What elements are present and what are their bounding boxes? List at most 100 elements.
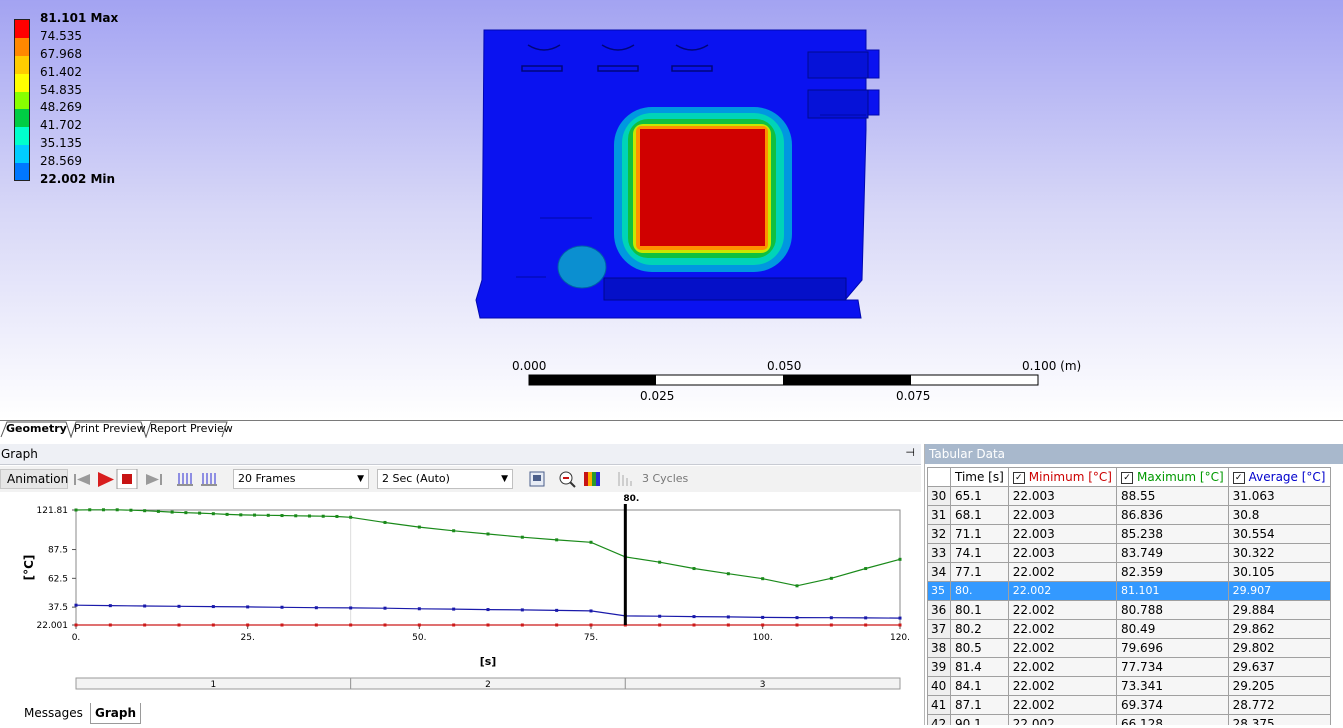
- graph-plot[interactable]: 121.81 87.5 62.5 37.5 22.001 0. 25. 50. 75. 100. 1…: [0, 492, 921, 725]
- y-tick-label: 121.81: [37, 506, 69, 516]
- legend-swatch: [14, 127, 30, 146]
- result-sets-icon[interactable]: [201, 473, 217, 486]
- table-row[interactable]: 36 80.1 22.002 80.788 29.884: [927, 600, 1331, 620]
- checkbox-icon[interactable]: ✓: [1012, 471, 1025, 484]
- next-frame-icon[interactable]: [146, 474, 162, 485]
- playback-controls: [74, 469, 162, 489]
- frames-select[interactable]: 20 Frames ▼: [233, 469, 369, 489]
- legend-swatch: [14, 73, 30, 92]
- cycles-icon[interactable]: [616, 469, 638, 489]
- table-row[interactable]: 32 71.1 22.003 85.238 30.554: [927, 524, 1331, 544]
- table-row[interactable]: 31 68.1 22.003 86.836 30.8: [927, 505, 1331, 525]
- legend-label: 41.702: [40, 118, 82, 133]
- data-point: [74, 603, 78, 607]
- table-row[interactable]: 33 74.1 22.003 83.749 30.322: [927, 543, 1331, 563]
- data-point: [246, 605, 250, 609]
- row-number: 39: [927, 657, 951, 677]
- data-point: [239, 513, 243, 517]
- column-header[interactable]: ✓ Maximum [°C]: [1115, 467, 1229, 487]
- table-cell: 22.002: [1007, 657, 1117, 677]
- tabular-titlebar: Tabular Data: [925, 444, 1343, 464]
- table-row[interactable]: 38 80.5 22.002 79.696 29.802: [927, 638, 1331, 658]
- tab-report-preview[interactable]: Report Preview: [150, 422, 233, 435]
- data-point: [335, 514, 339, 518]
- table-row[interactable]: 37 80.2 22.002 80.49 29.862: [927, 619, 1331, 639]
- table-cell: 83.749: [1115, 543, 1229, 563]
- table-header-row: Time [s] ✓ Minimum [°C] ✓ Maximum [°C] ✓ Avera…: [927, 467, 1331, 487]
- table-row[interactable]: 42 90.1 22.002 66.128 28.375: [927, 714, 1331, 725]
- hotspot-max: [640, 129, 765, 246]
- data-point: [280, 605, 284, 609]
- duration-select[interactable]: 2 Sec (Auto) ▼: [377, 469, 513, 489]
- table-cell: 30.8: [1227, 505, 1331, 525]
- data-point: [417, 525, 421, 529]
- step-label: 1: [210, 680, 216, 690]
- data-point: [143, 604, 147, 608]
- data-point: [417, 607, 421, 611]
- data-point: [349, 515, 353, 519]
- row-number: 42: [927, 714, 951, 725]
- table-cell: 82.359: [1115, 562, 1229, 582]
- column-header-label: Average [°C]: [1248, 470, 1326, 484]
- tab-messages[interactable]: Messages: [24, 706, 83, 720]
- table-row[interactable]: 35 80. 22.002 81.101 29.907: [927, 581, 1331, 601]
- zoom-to-fit-icon[interactable]: [559, 471, 576, 488]
- x-tick-label: 25.: [241, 633, 255, 643]
- y-axis-label: [°C]: [22, 555, 36, 581]
- checkbox-icon[interactable]: ✓: [1120, 471, 1133, 484]
- data-point: [314, 606, 318, 610]
- data-point: [184, 511, 188, 515]
- data-point: [692, 567, 696, 571]
- x-tick-label: 75.: [584, 633, 598, 643]
- y-tick-label: 22.001: [37, 621, 69, 631]
- column-header[interactable]: ✓ Average [°C]: [1227, 467, 1331, 487]
- table-row[interactable]: 30 65.1 22.003 88.55 31.063: [927, 486, 1331, 506]
- table-row[interactable]: 41 87.1 22.002 69.374 28.772: [927, 695, 1331, 715]
- tabular-data-table: Time [s] ✓ Minimum [°C] ✓ Maximum [°C] ✓ Avera…: [927, 467, 1331, 725]
- tabular-title: Tabular Data: [929, 447, 1006, 461]
- play-icon[interactable]: [98, 472, 114, 487]
- x-tick-label: 100.: [753, 633, 773, 643]
- data-point: [589, 609, 593, 613]
- table-cell: 29.884: [1227, 600, 1331, 620]
- table-row[interactable]: 39 81.4 22.002 77.734 29.637: [927, 657, 1331, 677]
- table-cell: 30.554: [1227, 524, 1331, 544]
- data-point: [115, 508, 119, 512]
- table-cell: 22.003: [1007, 505, 1117, 525]
- table-row[interactable]: 34 77.1 22.002 82.359 30.105: [927, 562, 1331, 582]
- table-cell: 87.1: [950, 695, 1009, 715]
- row-number: 35: [927, 581, 951, 601]
- distributed-frames-icon[interactable]: [177, 473, 193, 486]
- view-tabs: Geometry Print Preview Report Preview: [0, 420, 1343, 438]
- tab-geometry[interactable]: Geometry: [6, 422, 67, 435]
- table-cell: 22.002: [1007, 619, 1117, 639]
- data-point: [177, 604, 181, 608]
- duration-value: 2 Sec (Auto): [382, 472, 450, 485]
- column-header-label: Time [s]: [955, 470, 1004, 484]
- data-point: [486, 608, 490, 612]
- pcb-temperature-contour[interactable]: [0, 0, 1343, 420]
- data-point: [452, 529, 456, 533]
- data-point: [280, 623, 284, 627]
- row-number: 34: [927, 562, 951, 582]
- table-corner: [927, 467, 951, 487]
- x-tick-label: 0.: [72, 633, 81, 643]
- column-header[interactable]: Time [s]: [950, 467, 1009, 487]
- export-video-icon[interactable]: [529, 471, 545, 487]
- checkbox-icon[interactable]: ✓: [1232, 471, 1245, 484]
- model-viewport[interactable]: 81.101 Max 74.535 67.968 61.402 54.835 48.269…: [0, 0, 1343, 420]
- tab-graph[interactable]: Graph: [90, 703, 141, 724]
- data-point: [795, 584, 799, 588]
- previous-frame-icon[interactable]: [74, 474, 90, 485]
- stop-icon[interactable]: [116, 469, 138, 489]
- connector-upper: [807, 51, 869, 79]
- data-point: [74, 508, 78, 512]
- row-number: 40: [927, 676, 951, 696]
- column-header[interactable]: ✓ Minimum [°C]: [1007, 467, 1117, 487]
- color-bands-icon[interactable]: [584, 472, 600, 486]
- data-point: [761, 623, 765, 627]
- tab-print-preview[interactable]: Print Preview: [74, 422, 146, 435]
- table-row[interactable]: 40 84.1 22.002 73.341 29.205: [927, 676, 1331, 696]
- pin-icon[interactable]: ⊣: [905, 446, 915, 459]
